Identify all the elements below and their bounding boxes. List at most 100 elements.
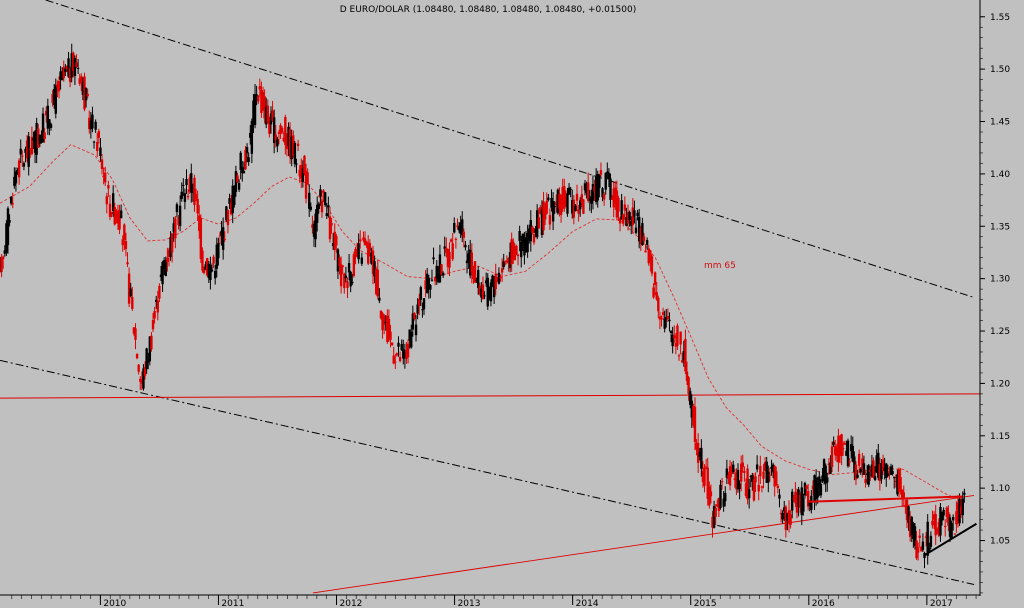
candle-up: [630, 221, 633, 226]
candle-up: [609, 178, 612, 200]
candle-down: [696, 442, 700, 463]
candle-up: [209, 264, 212, 281]
candle-up: [520, 241, 523, 258]
candle-down: [857, 453, 861, 466]
candle-up: [233, 185, 236, 205]
candle-down: [30, 136, 34, 155]
candle-up: [749, 475, 752, 478]
candle-up: [290, 136, 293, 160]
candle-down: [288, 129, 292, 158]
candle-down: [355, 252, 359, 257]
candle-up: [309, 206, 313, 210]
candle-down: [708, 486, 711, 506]
candle-up: [32, 138, 35, 141]
candle-down: [382, 315, 386, 325]
candle-down: [156, 300, 160, 313]
candle-down: [754, 476, 757, 483]
candle-down: [650, 256, 654, 274]
candle-up: [169, 237, 172, 258]
candle-up: [585, 187, 588, 194]
candle-down: [532, 234, 536, 243]
candle-down: [900, 489, 904, 499]
y-axis: 1.55 1.50 1.45 1.40 1.35 1.30 1.25 1.20 1.15 1.10…: [980, 13, 1010, 594]
candle-up: [567, 187, 571, 195]
candle-up: [591, 183, 595, 201]
candle-down: [343, 273, 346, 289]
candle-down: [727, 474, 730, 480]
upper-channel-line: [44, 0, 975, 298]
candle-down: [692, 405, 695, 426]
candle-down: [86, 93, 89, 97]
candle-up: [601, 188, 604, 198]
candle-down: [776, 485, 780, 489]
candle-up: [73, 58, 77, 77]
candle-up: [416, 304, 419, 314]
candle-down: [153, 311, 156, 319]
x-axis: 2010 2011 2012 2013 2014 2015 2016 2017: [11, 595, 977, 608]
candle-up: [606, 171, 609, 173]
candle-up: [183, 193, 187, 202]
y-tick-label: 1.35: [990, 222, 1010, 232]
y-tick-label: 1.55: [990, 13, 1010, 23]
candle-up: [325, 213, 328, 216]
short-resistance-line: [808, 495, 963, 503]
candle-down: [614, 187, 617, 204]
candle-down: [915, 540, 918, 559]
candle-up: [476, 270, 480, 288]
candle-up: [347, 263, 351, 273]
candle-up: [851, 446, 854, 462]
candle-down: [62, 66, 65, 79]
candle-up: [357, 243, 360, 260]
candle-up: [255, 94, 258, 100]
candle-down: [838, 440, 842, 454]
candle-down: [448, 251, 451, 268]
candle-up: [926, 521, 929, 556]
candle-down: [11, 203, 14, 205]
candle-up: [94, 121, 97, 130]
candle-up: [148, 336, 152, 362]
candle-down: [864, 479, 867, 483]
candle-down: [80, 76, 83, 81]
candle-down: [615, 190, 619, 218]
candle-up: [620, 200, 623, 220]
candle-up: [738, 483, 741, 490]
x-tick-label: 2010: [103, 599, 126, 608]
candle-down: [499, 277, 502, 279]
candle-down: [937, 522, 941, 536]
candle-down: [888, 471, 891, 473]
candle-down: [685, 371, 689, 381]
candle-up: [767, 471, 770, 483]
candle-down: [775, 471, 778, 486]
candle-down: [840, 434, 843, 456]
candle-down: [83, 76, 86, 110]
candle-up: [633, 210, 636, 217]
candle-up: [464, 244, 467, 248]
candle-up: [425, 273, 429, 293]
candle-down: [371, 250, 375, 275]
candle-down: [406, 343, 410, 358]
candle-up: [54, 84, 57, 114]
candle-down: [139, 378, 142, 382]
candle-down: [170, 233, 174, 253]
candle-down: [105, 196, 108, 205]
candle-down: [704, 466, 708, 468]
candle-up: [252, 100, 255, 124]
candle-up: [429, 285, 432, 290]
candle-down: [834, 445, 837, 456]
candle-down: [0, 257, 3, 272]
candle-down: [37, 128, 40, 148]
candle-down: [959, 506, 963, 514]
candle-down: [186, 195, 190, 198]
candle-down: [842, 448, 845, 450]
candle-up: [865, 473, 869, 475]
candle-up: [553, 206, 556, 208]
candle-up: [443, 246, 446, 249]
candle-down: [564, 198, 568, 206]
candle-up: [889, 466, 893, 475]
candle-up: [489, 282, 493, 302]
candle-down: [118, 214, 121, 230]
candle-up: [488, 286, 491, 298]
candle-up: [269, 113, 273, 125]
candle-up: [410, 331, 413, 348]
